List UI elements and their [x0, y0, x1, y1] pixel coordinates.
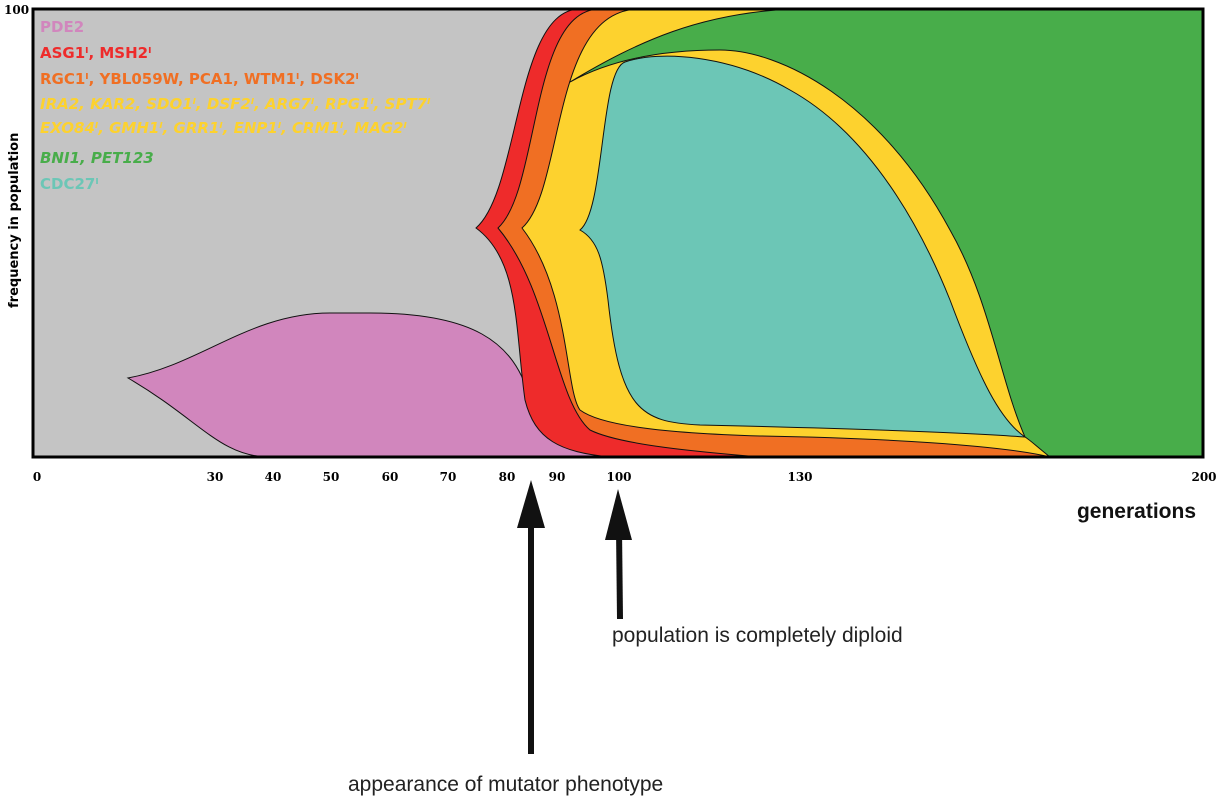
y-axis-label: frequency in population [7, 133, 22, 308]
area-bni1-pet123 [569, 8, 1204, 458]
legend-pde2: PDE2 [40, 18, 84, 36]
legend-rgc1-group: RGC1ˡ, YBL059W, PCA1, WTM1ˡ, DSK2ˡ [40, 70, 359, 88]
mutator-arrow [517, 480, 545, 754]
legend-asg1-msh2: ASG1ˡ, MSH2ˡ [40, 44, 151, 62]
legend-ira2-group-line1: IRA2, KAR2, SDO1ˡ, DSF2ˡ, ARG7ˡ, RPG1ˡ, … [40, 95, 431, 113]
legend-cdc27: CDC27ˡ [40, 175, 99, 193]
legend-ira2-group-line2: EXO84ˡ, GMH1ˡ, GRR1ˡ, ENP1ˡ, CRM1ˡ, MAG2… [40, 119, 407, 137]
legend: PDE2 ASG1ˡ, MSH2ˡ RGC1ˡ, YBL059W, PCA1, … [40, 18, 431, 193]
x-tick-80: 80 [499, 470, 516, 484]
x-tick-130: 130 [787, 470, 812, 484]
x-tick-0: 0 [33, 470, 41, 484]
x-tick-30: 30 [207, 470, 224, 484]
legend-bni1-pet123: BNI1, PET123 [40, 149, 154, 167]
annotation-diploid: population is completely diploid [612, 624, 903, 647]
x-tick-50: 50 [323, 470, 340, 484]
x-tick-70: 70 [440, 470, 457, 484]
diploid-arrow [605, 489, 632, 620]
x-tick-40: 40 [265, 470, 282, 484]
x-tick-100: 100 [606, 470, 631, 484]
x-tick-200: 200 [1191, 470, 1216, 484]
annotation-mutator: appearance of mutator phenotype [348, 773, 663, 796]
x-tick-60: 60 [382, 470, 399, 484]
x-tick-90: 90 [549, 470, 566, 484]
y-tick-100: 100 [4, 3, 29, 17]
x-axis-label: generations [1077, 500, 1196, 523]
area-cdc27 [579, 55, 1027, 438]
plot-frame [31, 7, 1205, 459]
